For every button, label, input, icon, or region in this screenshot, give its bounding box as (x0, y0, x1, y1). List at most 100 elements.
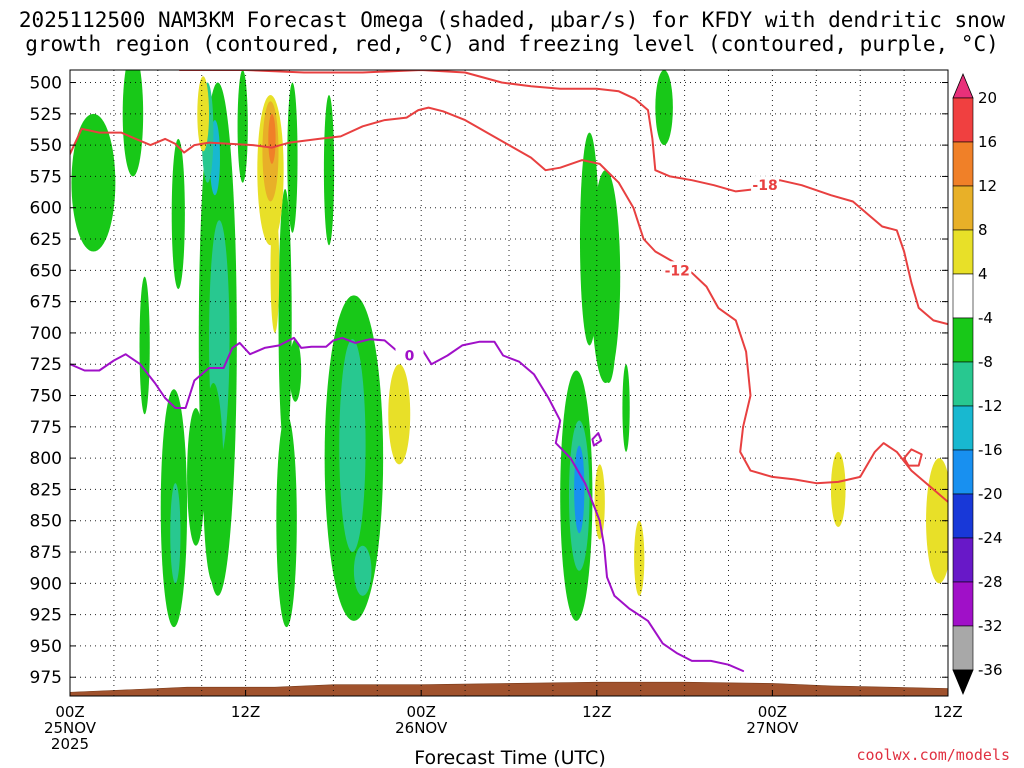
colorbar-bin-13 (952, 625, 974, 671)
y-tick-label-600: 600 (30, 199, 62, 219)
omega-region-29 (655, 70, 673, 146)
y-tick-label-750: 750 (30, 387, 62, 407)
x-tick-label-0-1: 25NOV (44, 719, 97, 737)
omega-region-16 (289, 339, 302, 402)
colorbar-label-5: -4 (978, 309, 993, 327)
omega-region-15 (276, 414, 297, 628)
x-axis-label: Forecast Time (UTC) (414, 747, 605, 768)
omega-region-28 (622, 364, 630, 452)
colorbar-label-3: 8 (978, 221, 988, 239)
omega-region-17 (323, 95, 335, 246)
colorbar-bin-7 (952, 361, 974, 407)
x-tick-label-12-0: 12Z (231, 703, 260, 721)
y-tick-label-850: 850 (30, 512, 62, 532)
y-tick-label-875: 875 (30, 543, 62, 563)
omega-region-6 (187, 408, 205, 546)
contour-label-0: -12 (665, 263, 690, 279)
x-tick-label-0-2: 2025 (51, 735, 89, 753)
colorbar-bin-1 (952, 97, 974, 143)
omega-region-34 (270, 207, 280, 333)
contour-line-0 (70, 106, 948, 503)
contour-line-4 (591, 432, 603, 447)
y-tick-label-625: 625 (30, 230, 62, 250)
colorbar-bin-2 (952, 141, 974, 187)
omega-region-11 (203, 383, 224, 584)
colorbar-bin-10 (952, 493, 974, 539)
colorbar-bin-3 (952, 185, 974, 231)
contour-label-bg-2 (751, 176, 780, 193)
y-tick-label-950: 950 (30, 637, 62, 657)
colorbar: 20 16 12 8 4 -4 -8 -12 -16 -20 -24 -28 -32 -36 (952, 72, 1003, 696)
colorbar-label-8: -16 (978, 441, 1003, 459)
omega-region-37 (634, 520, 645, 596)
omega-region-13 (278, 188, 292, 452)
credit-link[interactable]: coolwx.com/models (856, 746, 1010, 764)
omega-region-3 (171, 138, 185, 290)
y-tick-label-800: 800 (30, 449, 62, 469)
contour-line-1 (903, 448, 923, 467)
colorbar-label-4: 4 (978, 265, 988, 283)
plot-frame (69, 69, 949, 697)
omega-region-27 (601, 282, 616, 384)
omega-region-19 (339, 339, 366, 553)
colorbar-label-2: 12 (978, 177, 997, 195)
x-tick-label-60-0: 12Z (933, 703, 962, 721)
omega-region-12 (237, 70, 248, 183)
contour-line-2 (178, 70, 948, 326)
omega-region-2 (139, 276, 150, 415)
x-tick-label-0-0: 00Z (55, 703, 84, 721)
colorbar-label-1: 16 (978, 133, 997, 151)
omega-region-1 (122, 70, 144, 177)
x-tick-label-48-1: 27NOV (746, 719, 799, 737)
chart-title-line1: 2025112500 NAM3KM Forecast Omega (shaded… (18, 8, 1006, 32)
y-tick-label-500: 500 (30, 74, 62, 94)
colorbar-label-12: -32 (978, 617, 1003, 635)
y-tick-label-725: 725 (30, 355, 62, 375)
colorbar-label-9: -20 (978, 485, 1003, 503)
colorbar-label-13: -36 (978, 661, 1003, 679)
omega-region-36 (594, 464, 605, 540)
colorbar-label-0: 20 (978, 89, 997, 107)
colorbar-label-6: -8 (978, 353, 993, 371)
contour-label-bg-3 (395, 346, 424, 363)
contour-label-bg-0 (663, 261, 692, 278)
colorbar-label-11: -28 (978, 573, 1003, 591)
y-tick-label-925: 925 (30, 606, 62, 626)
colorbar-bin-0 (952, 72, 974, 99)
colorbar-bin-9 (952, 449, 974, 495)
colorbar-label-7: -12 (978, 397, 1003, 415)
y-tick-label-650: 650 (30, 261, 62, 281)
x-tick-label-48-0: 00Z (758, 703, 787, 721)
colorbar-bin-8 (952, 405, 974, 451)
omega-region-20 (353, 545, 372, 596)
colorbar-bin-14 (952, 669, 974, 696)
omega-region-35 (388, 364, 411, 465)
x-tick-label-24-1: 26NOV (395, 719, 448, 737)
y-tick-label-825: 825 (30, 480, 62, 500)
contour-label-layer: -12 -18 0 (395, 176, 780, 364)
omega-region-5 (170, 483, 181, 584)
y-tick-label-550: 550 (30, 136, 62, 156)
omega-shading-layer (71, 70, 948, 628)
colorbar-bin-4 (952, 229, 974, 275)
y-tick-label-675: 675 (30, 293, 62, 313)
x-tick-label-36-0: 12Z (582, 703, 611, 721)
omega-region-38 (830, 451, 846, 527)
x-tick-label-24-0: 00Z (407, 703, 436, 721)
y-tick-label-525: 525 (30, 105, 62, 125)
chart-title-line2: growth region (contoured, red, °C) and f… (25, 32, 999, 56)
colorbar-bin-5 (952, 273, 974, 319)
y-tick-label-575: 575 (30, 167, 62, 187)
colorbar-bin-6 (952, 317, 974, 363)
omega-region-30 (197, 76, 210, 152)
y-tick-label-775: 775 (30, 418, 62, 438)
contour-label-3: 0 (405, 348, 415, 364)
y-tick-label-975: 975 (30, 668, 62, 688)
omega-region-14 (287, 82, 298, 233)
y-tick-label-700: 700 (30, 324, 62, 344)
colorbar-bin-12 (952, 581, 974, 627)
y-tick-label-900: 900 (30, 574, 62, 594)
contour-label-2: -18 (752, 178, 777, 194)
